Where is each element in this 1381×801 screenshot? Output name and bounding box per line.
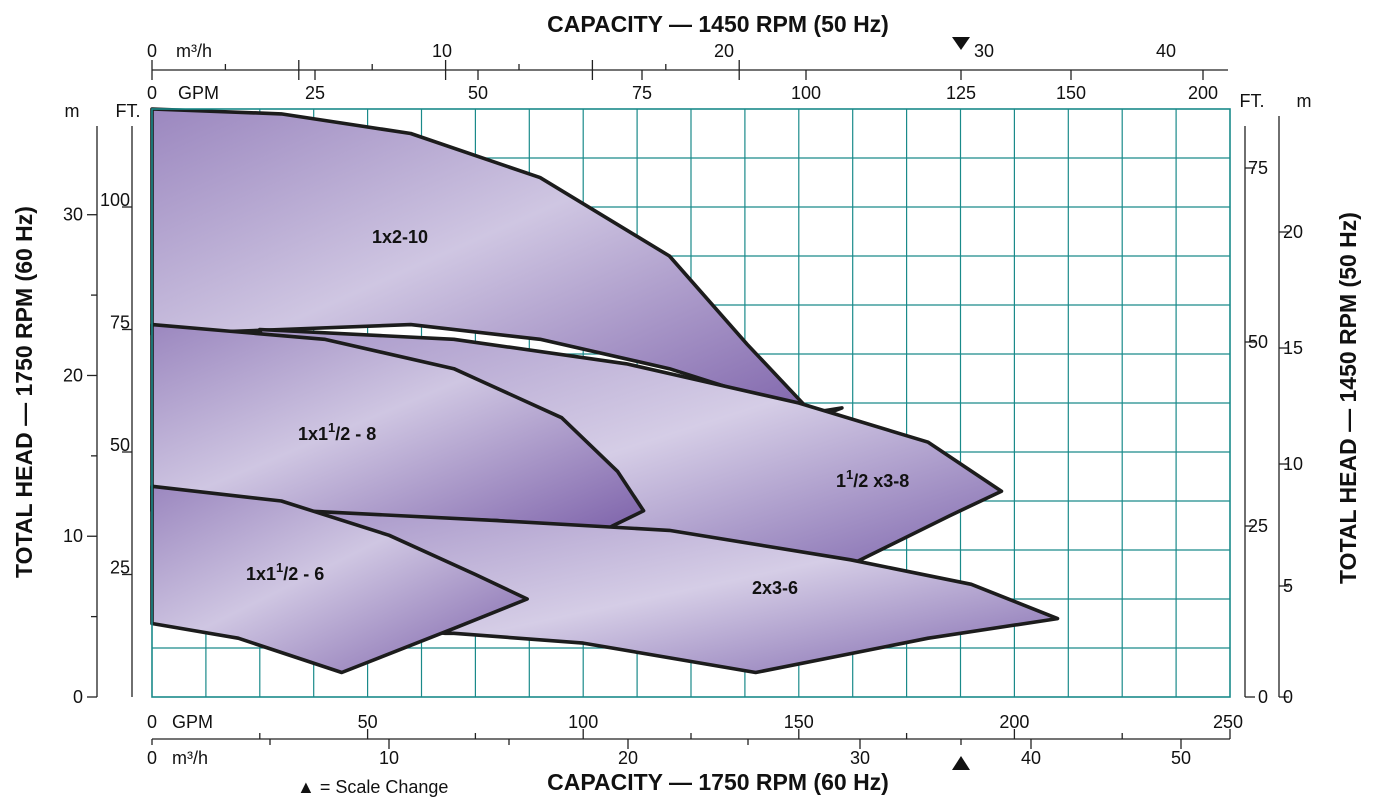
region-label-1x2-10: 1x2-10 [372,227,428,247]
region-1x2-10 [150,107,844,415]
top-gpm-tick-label: 25 [305,83,325,103]
bottom-gpm-tick-label: 50 [358,712,378,732]
left-m-tick-label: 0 [73,687,83,707]
bottom-axis-title: CAPACITY — 1750 RPM (60 Hz) [547,769,889,795]
top-gpm-tick-label: 50 [468,83,488,103]
bottom-gpm-tick-label: 150 [784,712,814,732]
right-ft-unit: FT. [1240,91,1265,111]
left-ft-tick-label: 25 [110,558,130,578]
region-label-1-1/2x3-8: 11/2 x3-8 [836,467,909,491]
top-gpm-tick-label: 125 [946,83,976,103]
right-ft-tick-label: 50 [1248,332,1268,352]
bottom-m3h-unit: m³/h [172,748,208,768]
scale-change-marker-top [952,37,970,50]
bottom-m3h-zero-label: 0 [147,748,157,768]
bottom-gpm-zero-label: 0 [147,712,157,732]
top-m3h-tick-label: 40 [1156,41,1176,61]
left-axis-title: TOTAL HEAD — 1750 RPM (60 Hz) [11,206,37,578]
right-ft-tick-label: 75 [1248,158,1268,178]
top-m3h-tick-label: 10 [432,41,452,61]
top-m3h-tick-label: 20 [714,41,734,61]
bottom-gpm-tick-label: 100 [568,712,598,732]
top-gpm-unit: GPM [178,83,219,103]
left-m-tick-label: 10 [63,526,83,546]
bottom-m3h-tick-label: 10 [379,748,399,768]
region-label-1x1-1/2-8: 1x11/2 - 8 [298,420,376,444]
right-m-tick-label: 20 [1283,222,1303,242]
left-m-tick-label: 20 [63,365,83,385]
right-m-tick-label: 5 [1283,576,1293,596]
top-m3h-unit: m³/h [176,41,212,61]
right-ft-tick-label: 0 [1258,687,1268,707]
right-m-tick-label: 15 [1283,338,1303,358]
bottom-m3h-tick-label: 40 [1021,748,1041,768]
top-gpm-tick-label: 200 [1188,83,1218,103]
left-ft-unit: FT. [116,101,141,121]
top-gpm-tick-label: 75 [632,83,652,103]
pump-regions: 1x2-10 11/2 x3-8 1x11/2 - 8 2x3-6 1x11/2 - 6 [150,107,1060,675]
region-1x1-1/2-6 [150,484,529,675]
bottom-gpm-tick-label: 200 [999,712,1029,732]
top-m3h-tick-label: 30 [974,41,994,61]
left-ft-tick-label: 75 [110,313,130,333]
top-m3h-zero-label: 0 [147,41,157,61]
top-gpm-zero-label: 0 [147,83,157,103]
region-label-2x3-6: 2x3-6 [752,578,798,598]
left-ft-tick-label: 100 [100,190,130,210]
right-m-tick-label: 0 [1283,687,1293,707]
right-m-tick-label: 10 [1283,454,1303,474]
top-gpm-tick-label: 100 [791,83,821,103]
bottom-gpm-unit: GPM [172,712,213,732]
bottom-m3h-tick-label: 30 [850,748,870,768]
bottom-m3h-tick-label: 20 [618,748,638,768]
plot-frame [151,108,1231,698]
right-axis-title: TOTAL HEAD — 1450 RPM (50 Hz) [1335,212,1361,584]
scale-change-note: ▲ = Scale Change [297,777,448,797]
top-gpm-tick-label: 150 [1056,83,1086,103]
left-m-unit: m [65,101,80,121]
right-ft-tick-label: 25 [1248,516,1268,536]
scale-change-marker-bottom [952,756,970,770]
region-label-1x1-1/2-6: 1x11/2 - 6 [246,560,324,584]
right-m-unit: m [1297,91,1312,111]
bottom-gpm-tick-label: 250 [1213,712,1243,732]
top-axis-title: CAPACITY — 1450 RPM (50 Hz) [547,11,889,37]
bottom-m3h-tick-label: 50 [1171,748,1191,768]
left-ft-tick-label: 50 [110,435,130,455]
left-m-tick-label: 30 [63,205,83,225]
